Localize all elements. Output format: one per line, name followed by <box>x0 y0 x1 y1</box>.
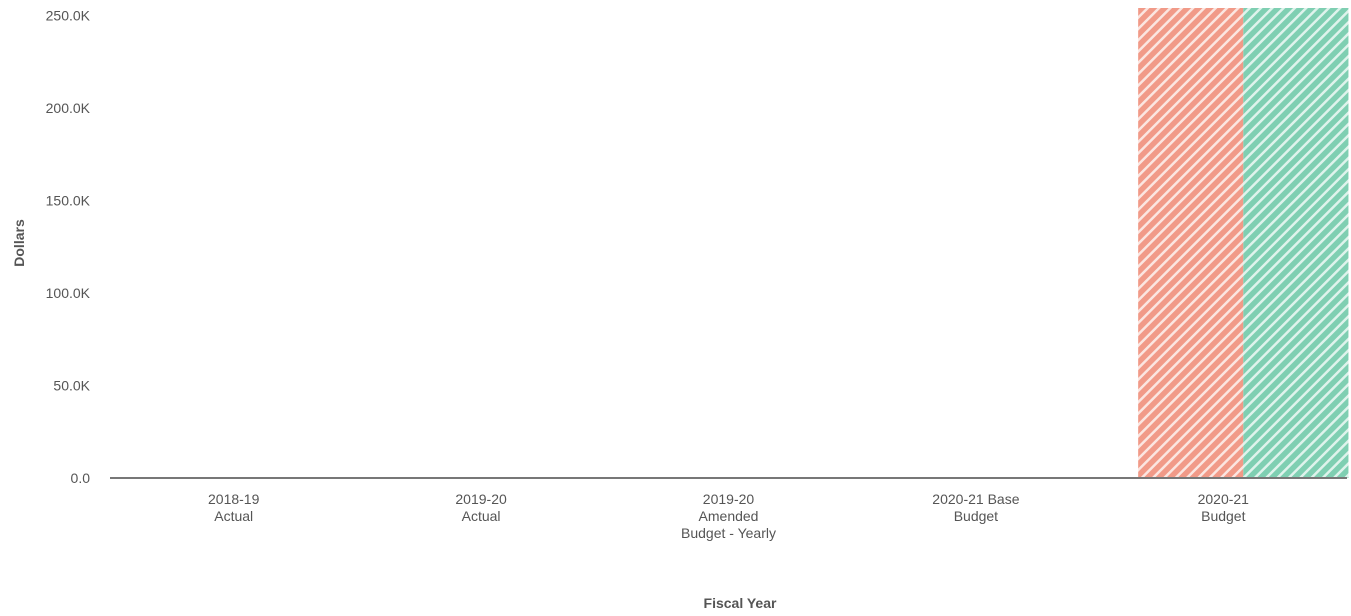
x-axis-title: Fiscal Year <box>704 595 777 611</box>
x-tick-label: 2019-20 Actual <box>455 491 507 524</box>
y-tick-label: 250.0K <box>46 7 91 23</box>
x-tick-label: 2018-19 Actual <box>208 491 260 524</box>
y-tick-label: 200.0K <box>46 100 91 116</box>
x-tick-label: 2020-21 Budget <box>1198 491 1250 524</box>
y-tick-label: 100.0K <box>46 285 91 301</box>
bar <box>1138 8 1244 478</box>
y-tick-label: 50.0K <box>53 377 90 393</box>
x-tick-label: 2019-20 Amended Budget - Yearly <box>681 491 776 541</box>
y-tick-label: 0.0 <box>71 470 91 486</box>
x-tick-label: 2020-21 Base Budget <box>932 491 1019 524</box>
bar <box>1243 8 1349 478</box>
y-axis-title: Dollars <box>11 219 27 267</box>
y-tick-label: 150.0K <box>46 192 91 208</box>
